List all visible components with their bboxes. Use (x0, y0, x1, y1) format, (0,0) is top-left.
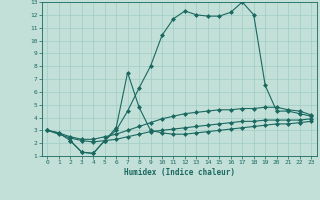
X-axis label: Humidex (Indice chaleur): Humidex (Indice chaleur) (124, 168, 235, 177)
